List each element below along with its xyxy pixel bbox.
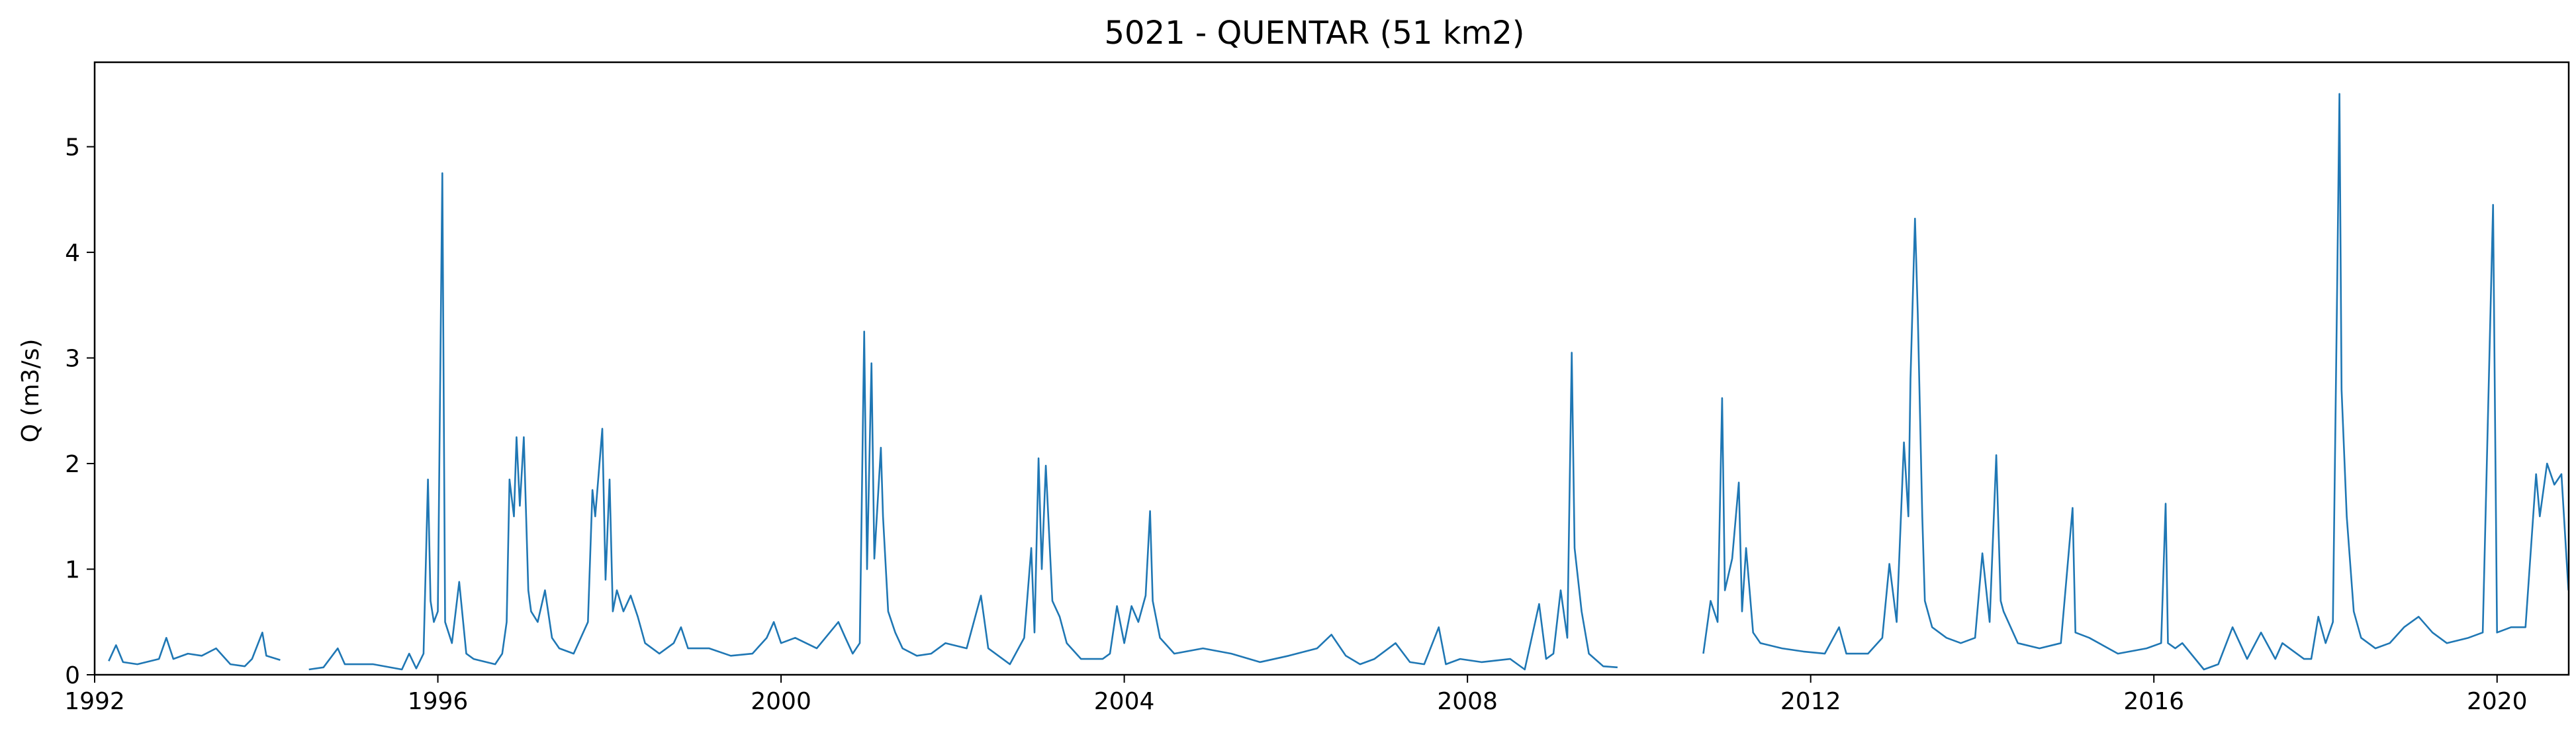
- series-segment: [308, 172, 1618, 671]
- y-tick-label: 1: [65, 557, 80, 584]
- x-tick-label: 1992: [64, 688, 125, 715]
- y-tick-label: 5: [65, 134, 80, 162]
- y-tick-label: 2: [65, 451, 80, 478]
- x-tick-label: 2004: [1094, 688, 1155, 715]
- x-tick-label: 2016: [2123, 688, 2184, 715]
- x-tick-label: 1996: [408, 688, 469, 715]
- y-tick-label: 3: [65, 346, 80, 373]
- plot-area: [108, 93, 2569, 671]
- y-axis-label: Q (m3/s): [17, 339, 44, 443]
- y-tick-label: 4: [65, 240, 80, 267]
- y-axis: 0 1 2 3 4 5: [65, 134, 95, 689]
- x-tick-label: 2020: [2467, 688, 2528, 715]
- y-tick-label: 0: [65, 662, 80, 689]
- series-segment: [108, 631, 281, 667]
- plot-frame: [93, 61, 2570, 676]
- x-tick-label: 2012: [1780, 688, 1841, 715]
- x-tick-label: 2000: [751, 688, 811, 715]
- x-tick-label: 2008: [1437, 688, 1498, 715]
- chart-title: 5021 - QUENTAR (51 km2): [1104, 15, 1524, 52]
- series-segment: [1702, 93, 2569, 671]
- x-axis: 1992 1996 2000 2004 2008 2012 2016 2020: [64, 675, 2528, 715]
